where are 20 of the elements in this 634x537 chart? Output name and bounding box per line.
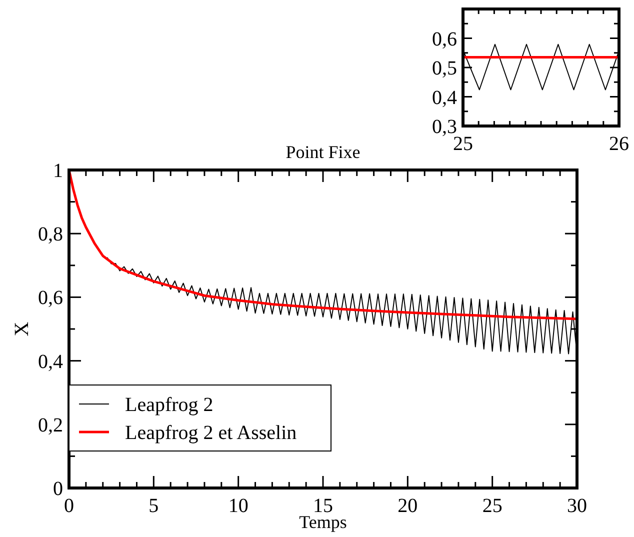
y-tick-label: 0,6 [38,287,63,310]
x-tick-label: 10 [228,495,248,517]
x-tick-label: 5 [148,495,159,517]
y-tick-label: 0 [53,478,63,500]
y-tick-label: 0,8 [38,224,63,246]
x-tick-label: 25 [482,495,502,517]
y-tick-label: 0,5 [432,58,457,80]
chart-title: Point Fixe [286,142,360,162]
y-tick-label: 0,6 [432,28,457,50]
y-axis-title: X [11,321,33,336]
y-tick-label: 1 [53,160,63,182]
line-series [69,170,577,320]
x-tick-label: 20 [398,495,418,517]
legend-label: Leapfrog 2 et Asselin [125,422,297,444]
y-tick-label: 0,4 [432,86,457,109]
y-tick-label: 0,2 [38,414,63,436]
x-tick-label: 30 [567,495,587,517]
y-tick-label: 0,4 [38,350,63,373]
legend-label: Leapfrog 2 [125,394,214,416]
x-tick-label: 26 [609,133,629,155]
